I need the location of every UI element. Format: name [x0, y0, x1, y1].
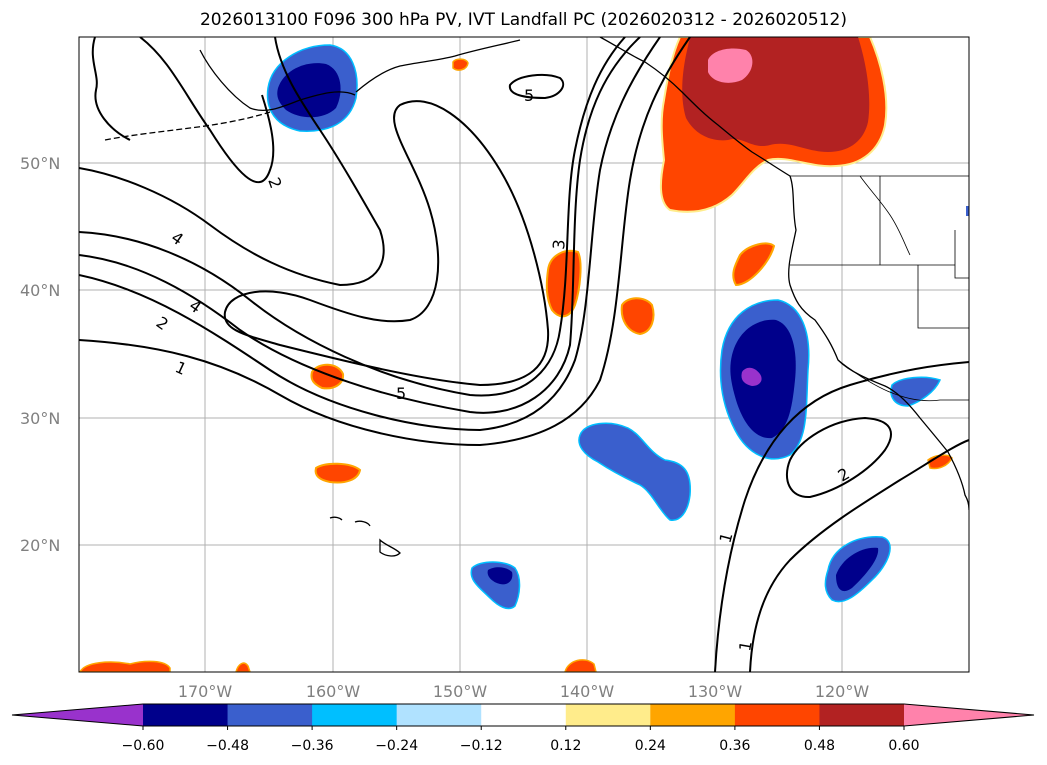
colorbar-tick-label: −0.60 — [122, 738, 165, 754]
colorbar-swatch — [312, 704, 398, 726]
contour-label: 1 — [716, 530, 737, 545]
lon-label-140w: 140°W — [560, 682, 615, 701]
lon-label-160w: 160°W — [306, 682, 361, 701]
contour-west-2 — [79, 37, 385, 287]
colorbar-swatch — [481, 704, 567, 726]
colorbar-tick-label: −0.12 — [460, 738, 503, 754]
map-title: 2026013100 F096 300 hPa PV, IVT Landfall… — [199, 10, 847, 30]
map-frame — [78, 36, 970, 673]
colorbar-tick-label: 0.24 — [635, 738, 666, 754]
contour-ca-2 — [785, 416, 892, 499]
lat-label-40n: 40°N — [20, 281, 60, 300]
colorbar-swatch — [734, 704, 820, 726]
contour-label: 3 — [549, 239, 569, 251]
colorbar-swatch — [650, 704, 736, 726]
colorbar-tick-label: −0.24 — [375, 738, 418, 754]
colorbar-extend-max — [904, 704, 1034, 726]
contour-outer-1 — [79, 37, 691, 447]
blob-central-pacific-negative — [578, 422, 691, 521]
lon-label-130w: 130°W — [688, 682, 743, 701]
contour-labels: 2 4 4 2 1 5 5 3 2 1 1 — [153, 86, 853, 653]
pv-negative-anomalies — [266, 44, 969, 610]
contour-5 — [79, 37, 641, 414]
contour-ca-1a — [714, 361, 969, 672]
colorbar-swatch — [565, 704, 651, 726]
colorbar-tick-label: 0.12 — [550, 738, 581, 754]
contour-4 — [79, 37, 626, 397]
contour-inner-5 — [223, 100, 550, 387]
lon-label-150w: 150°W — [433, 682, 488, 701]
colorbar-swatch — [143, 704, 229, 726]
contour-2 — [79, 37, 661, 432]
latitude-labels: 50°N 40°N 30°N 20°N — [20, 154, 60, 555]
contour-label: 5 — [396, 384, 406, 403]
colorbar-swatch — [396, 704, 482, 726]
contour-west-edge — [91, 37, 131, 141]
contour-alaska-2 — [139, 37, 275, 184]
contour-ca-1b — [749, 439, 969, 672]
borders — [790, 175, 969, 402]
pv-positive-anomalies — [79, 37, 953, 672]
lon-label-120w: 120°W — [815, 682, 870, 701]
colorbar-tick-label: 0.48 — [804, 738, 835, 754]
lon-label-170w: 170°W — [178, 682, 233, 701]
colorbar-swatch — [819, 704, 905, 726]
lat-label-30n: 30°N — [20, 409, 60, 428]
lat-label-20n: 20°N — [20, 536, 60, 555]
longitude-labels: 170°W 160°W 150°W 140°W 130°W 120°W — [178, 682, 870, 701]
contour-label: 5 — [524, 86, 534, 105]
colorbar-swatch — [227, 704, 313, 726]
pv-contours — [79, 37, 969, 672]
colorbar-extend-min — [12, 704, 143, 726]
colorbar-tick-label: −0.36 — [291, 738, 334, 754]
colorbar-tick-label: −0.48 — [206, 738, 249, 754]
contour-label: 1 — [735, 639, 755, 652]
contour-small-5 — [508, 73, 565, 100]
colorbar: −0.60 −0.48 −0.36 −0.24 −0.12 0.12 0.24 0.36 0.4… — [11, 703, 1035, 754]
colorbar-tick-label: 0.36 — [719, 738, 750, 754]
lat-label-50n: 50°N — [20, 154, 60, 173]
coastlines — [104, 37, 969, 557]
colorbar-tick-label: 0.60 — [888, 738, 919, 754]
